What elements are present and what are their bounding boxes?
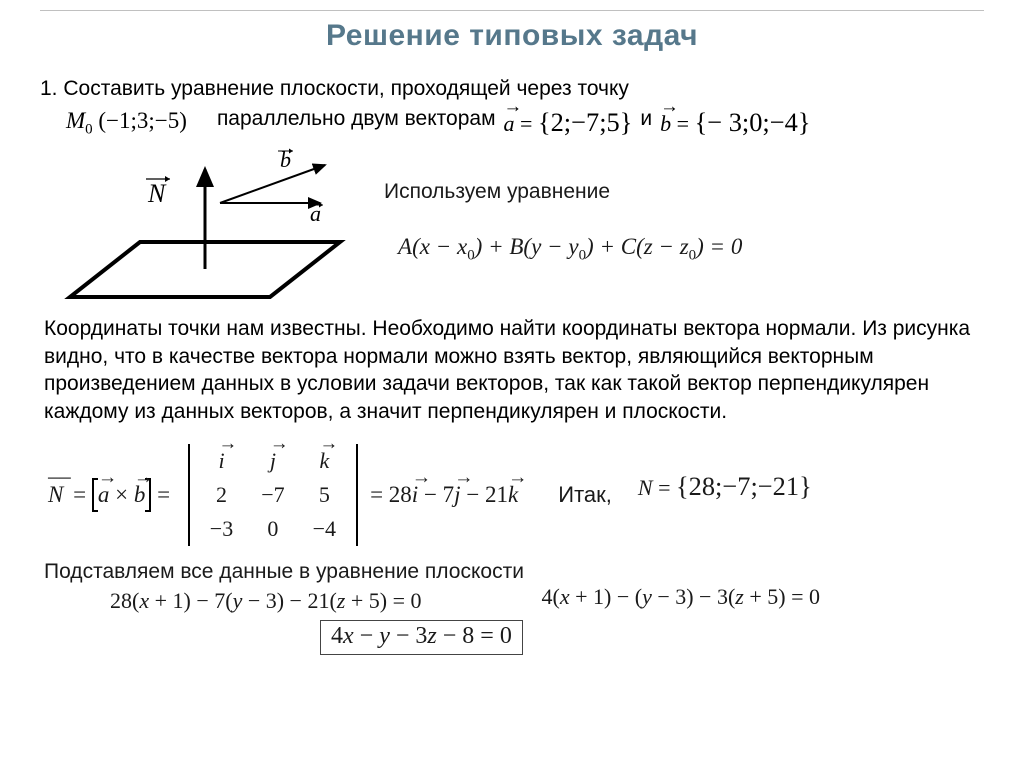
explanation-paragraph: Координаты точки нам известны. Необходим… xyxy=(44,315,974,426)
problem-line1: 1. Составить уравнение плоскости, проход… xyxy=(40,75,629,103)
itak-text: Итак, xyxy=(558,482,612,508)
page-title: Решение типовых задач xyxy=(40,19,984,53)
final-eq-expanded: 28(x + 1) − 7(y − 3) − 21(z + 5) = 0 xyxy=(110,588,422,614)
final-eq-simplified: 4(x + 1) − (y − 3) − 3(z + 5) = 0 xyxy=(542,584,821,610)
boxed-answer: 4x − y − 3z − 8 = 0 xyxy=(320,620,523,655)
cross-lhs: ──N = →a × →b = xyxy=(48,480,176,510)
and-text: и xyxy=(640,105,652,133)
final-equations-row: 28(x + 1) − 7(y − 3) − 21(z + 5) = 0 4(x… xyxy=(40,588,984,614)
use-equation-label: Используем уравнение xyxy=(384,180,984,204)
problem-block: 1. Составить уравнение плоскости, проход… xyxy=(40,75,984,141)
point-m0: M0 (−1;3;−5) xyxy=(66,105,187,140)
diagram-and-equation-row: N a b Используем уравнение A(x − x0) + B… xyxy=(40,147,984,297)
svg-text:N: N xyxy=(147,179,167,208)
problem-line2: параллельно двум векторам xyxy=(217,105,496,133)
normal-vector-answer: N = {28;−7;−21} xyxy=(638,471,812,502)
plane-diagram: N a b xyxy=(40,147,370,297)
cross-product-row: ──N = →a × →b = →i →j →k 2−75 −30−4 = 28… xyxy=(40,444,984,546)
vec-a-def: →a = {2;−7;5} xyxy=(504,105,633,141)
top-rule xyxy=(40,10,984,11)
vec-b-def: →b = {− 3;0;−4} xyxy=(660,105,810,141)
substitute-text: Подставляем все данные в уравнение плоск… xyxy=(44,560,984,584)
cross-rhs: = 28→i − 7→j − 21→k xyxy=(370,482,518,508)
determinant-matrix: →i →j →k 2−75 −30−4 xyxy=(182,444,364,546)
plane-equation: A(x − x0) + B(y − y0) + C(z − z0) = 0 xyxy=(398,234,984,265)
